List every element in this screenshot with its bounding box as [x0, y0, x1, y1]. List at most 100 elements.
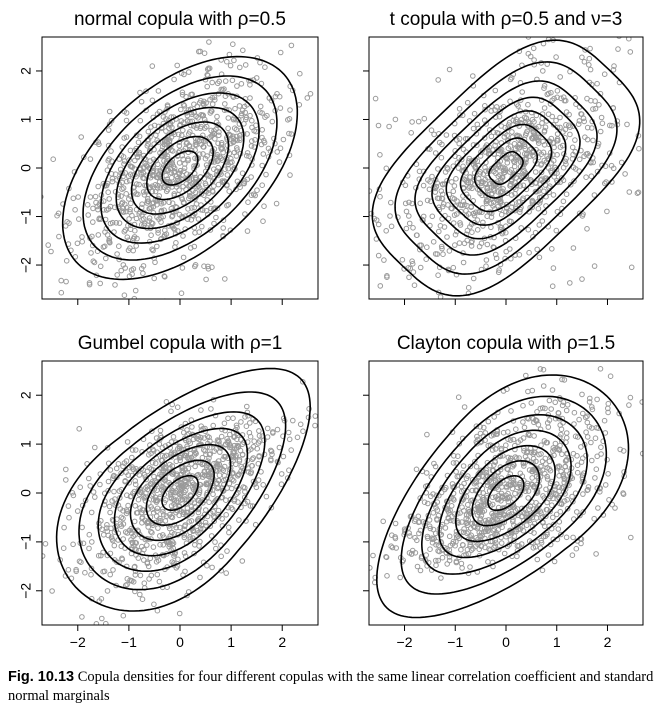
data-point: [225, 415, 231, 422]
data-point: [607, 373, 614, 380]
data-point: [622, 171, 628, 177]
data-point: [87, 156, 94, 162]
data-point: [176, 143, 183, 149]
data-point: [158, 200, 165, 207]
data-point: [276, 444, 283, 451]
data-point: [63, 278, 69, 285]
data-point: [127, 147, 134, 154]
data-point: [442, 169, 449, 175]
data-point: [220, 225, 226, 231]
data-point: [406, 220, 413, 227]
data-point: [612, 505, 618, 511]
data-point: [526, 517, 533, 524]
data-point: [190, 484, 196, 491]
data-point: [149, 172, 156, 179]
data-point: [449, 481, 456, 487]
data-point: [427, 525, 434, 532]
data-point: [209, 564, 215, 571]
data-point: [477, 430, 484, 437]
data-point: [536, 222, 543, 228]
data-point: [300, 379, 306, 385]
data-point: [268, 504, 275, 511]
data-point: [584, 487, 591, 494]
data-point: [628, 264, 635, 271]
data-point: [466, 512, 472, 518]
data-point: [614, 118, 621, 124]
data-point: [126, 177, 133, 184]
data-point: [348, 328, 353, 333]
data-point: [626, 37, 632, 42]
data-point: [636, 145, 642, 152]
data-point: [406, 199, 412, 206]
data-point: [76, 216, 82, 222]
data-point: [504, 205, 510, 211]
data-point: [491, 414, 498, 420]
data-point: [276, 159, 283, 165]
data-point: [312, 413, 318, 419]
data-point: [236, 103, 243, 109]
data-point: [646, 178, 651, 183]
data-point: [274, 91, 280, 97]
data-point: [560, 198, 567, 205]
panel-title: normal copula with ρ=0.5: [74, 9, 286, 30]
data-point: [483, 467, 489, 473]
data-point: [207, 227, 214, 233]
data-point: [158, 219, 164, 225]
data-point: [97, 263, 104, 270]
data-point: [468, 525, 474, 532]
data-point: [221, 472, 228, 479]
data-point: [223, 570, 229, 576]
data-point: [84, 202, 91, 208]
data-point: [652, 326, 657, 331]
data-point: [473, 464, 480, 470]
data-point: [181, 168, 187, 174]
x-tick-label: 2: [604, 634, 612, 650]
data-point: [601, 417, 608, 424]
data-point: [124, 508, 131, 515]
data-point: [433, 542, 439, 548]
data-point: [410, 269, 417, 275]
data-point: [439, 484, 446, 491]
data-point: [205, 65, 212, 72]
data-point: [563, 430, 570, 436]
data-point: [192, 230, 198, 236]
data-point: [244, 403, 250, 410]
data-point: [157, 427, 164, 434]
data-point: [604, 208, 610, 215]
data-point: [139, 507, 146, 513]
data-point: [503, 201, 510, 208]
data-point: [383, 165, 390, 172]
data-point: [535, 205, 542, 212]
data-point: [483, 257, 490, 263]
data-point: [176, 187, 182, 193]
data-point: [470, 125, 477, 132]
data-point: [231, 57, 237, 64]
data-point: [465, 211, 472, 217]
data-point: [196, 543, 202, 549]
data-point: [415, 513, 422, 520]
data-point: [100, 532, 107, 538]
data-point: [253, 122, 259, 129]
data-point: [50, 156, 57, 162]
data-point: [179, 89, 186, 96]
data-point: [254, 445, 261, 452]
data-point: [575, 121, 582, 127]
data-point: [141, 192, 148, 198]
data-point: [545, 552, 552, 558]
data-point: [571, 421, 577, 427]
data-point: [594, 453, 601, 460]
data-point: [243, 116, 249, 123]
data-point: [221, 420, 228, 427]
data-point: [135, 496, 142, 503]
data-point: [435, 77, 442, 83]
data-point: [514, 484, 521, 491]
data-point: [252, 192, 258, 199]
data-point: [468, 497, 474, 504]
data-point: [86, 545, 92, 552]
data-point: [650, 140, 655, 145]
data-point: [129, 454, 135, 461]
data-point: [177, 524, 183, 531]
data-point: [481, 501, 488, 508]
data-point: [83, 307, 88, 312]
data-point: [531, 433, 537, 439]
